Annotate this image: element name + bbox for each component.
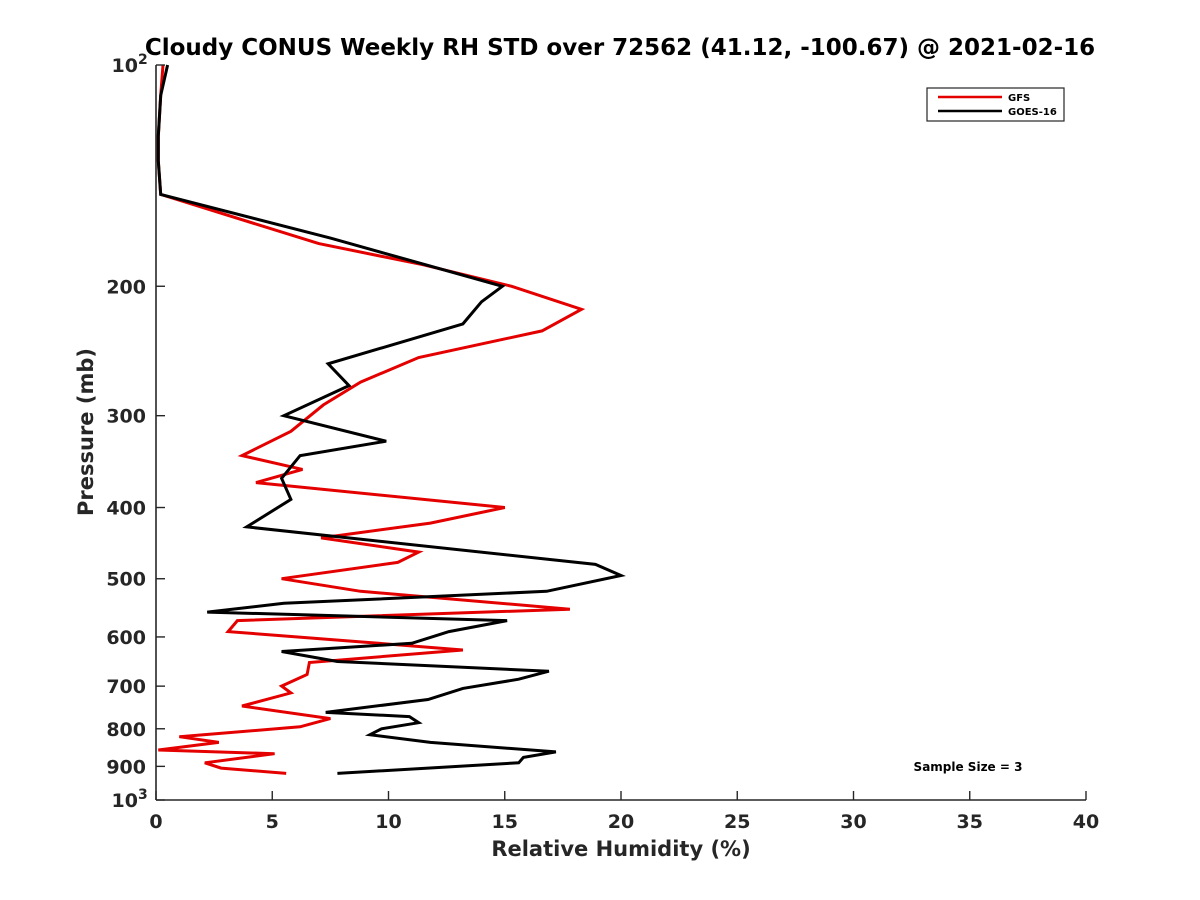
x-tick-label: 20 <box>608 811 634 833</box>
series-line-gfs <box>156 64 586 775</box>
legend: GFS GOES-16 <box>926 87 1065 122</box>
x-tick-label: 10 <box>375 811 401 833</box>
x-tick-label: 25 <box>724 811 750 833</box>
y-tick-label: 400 <box>106 498 146 520</box>
chart-title: Cloudy CONUS Weekly RH STD over 72562 (4… <box>145 35 1095 61</box>
y-tick-label: 300 <box>106 406 146 428</box>
series-layer <box>156 64 626 775</box>
y-tick-label: 10 <box>112 790 138 812</box>
x-tick-label: 40 <box>1073 811 1099 833</box>
y-tick-label: 10 <box>112 55 138 77</box>
x-tick-label: 0 <box>149 811 162 833</box>
y-tick-label: 900 <box>106 756 146 778</box>
x-tick-label: 5 <box>266 811 279 833</box>
y-tick-exponent: 3 <box>138 787 148 803</box>
x-tick-label: 30 <box>840 811 866 833</box>
y-tick-label: 200 <box>106 276 146 298</box>
legend-label-goes16: GOES-16 <box>1008 107 1057 118</box>
y-tick-label: 500 <box>106 569 146 591</box>
series-line-goes16 <box>156 64 626 775</box>
legend-label-gfs: GFS <box>1008 93 1030 104</box>
sample-size-annotation: Sample Size = 3 <box>914 760 1023 774</box>
y-tick-label: 700 <box>106 676 146 698</box>
axes-layer <box>155 65 1086 801</box>
x-axis-label: Relative Humidity (%) <box>491 837 750 861</box>
x-tick-label: 35 <box>957 811 983 833</box>
x-ticks: 0 5 10 15 20 25 30 35 40 <box>149 791 1099 833</box>
y-tick-label: 600 <box>106 627 146 649</box>
x-tick-label: 15 <box>492 811 518 833</box>
y-axis-label: Pressure (mb) <box>74 348 98 516</box>
legend-box <box>926 87 1065 122</box>
y-tick-label: 800 <box>106 719 146 741</box>
y-tick-exponent: 2 <box>138 52 148 68</box>
